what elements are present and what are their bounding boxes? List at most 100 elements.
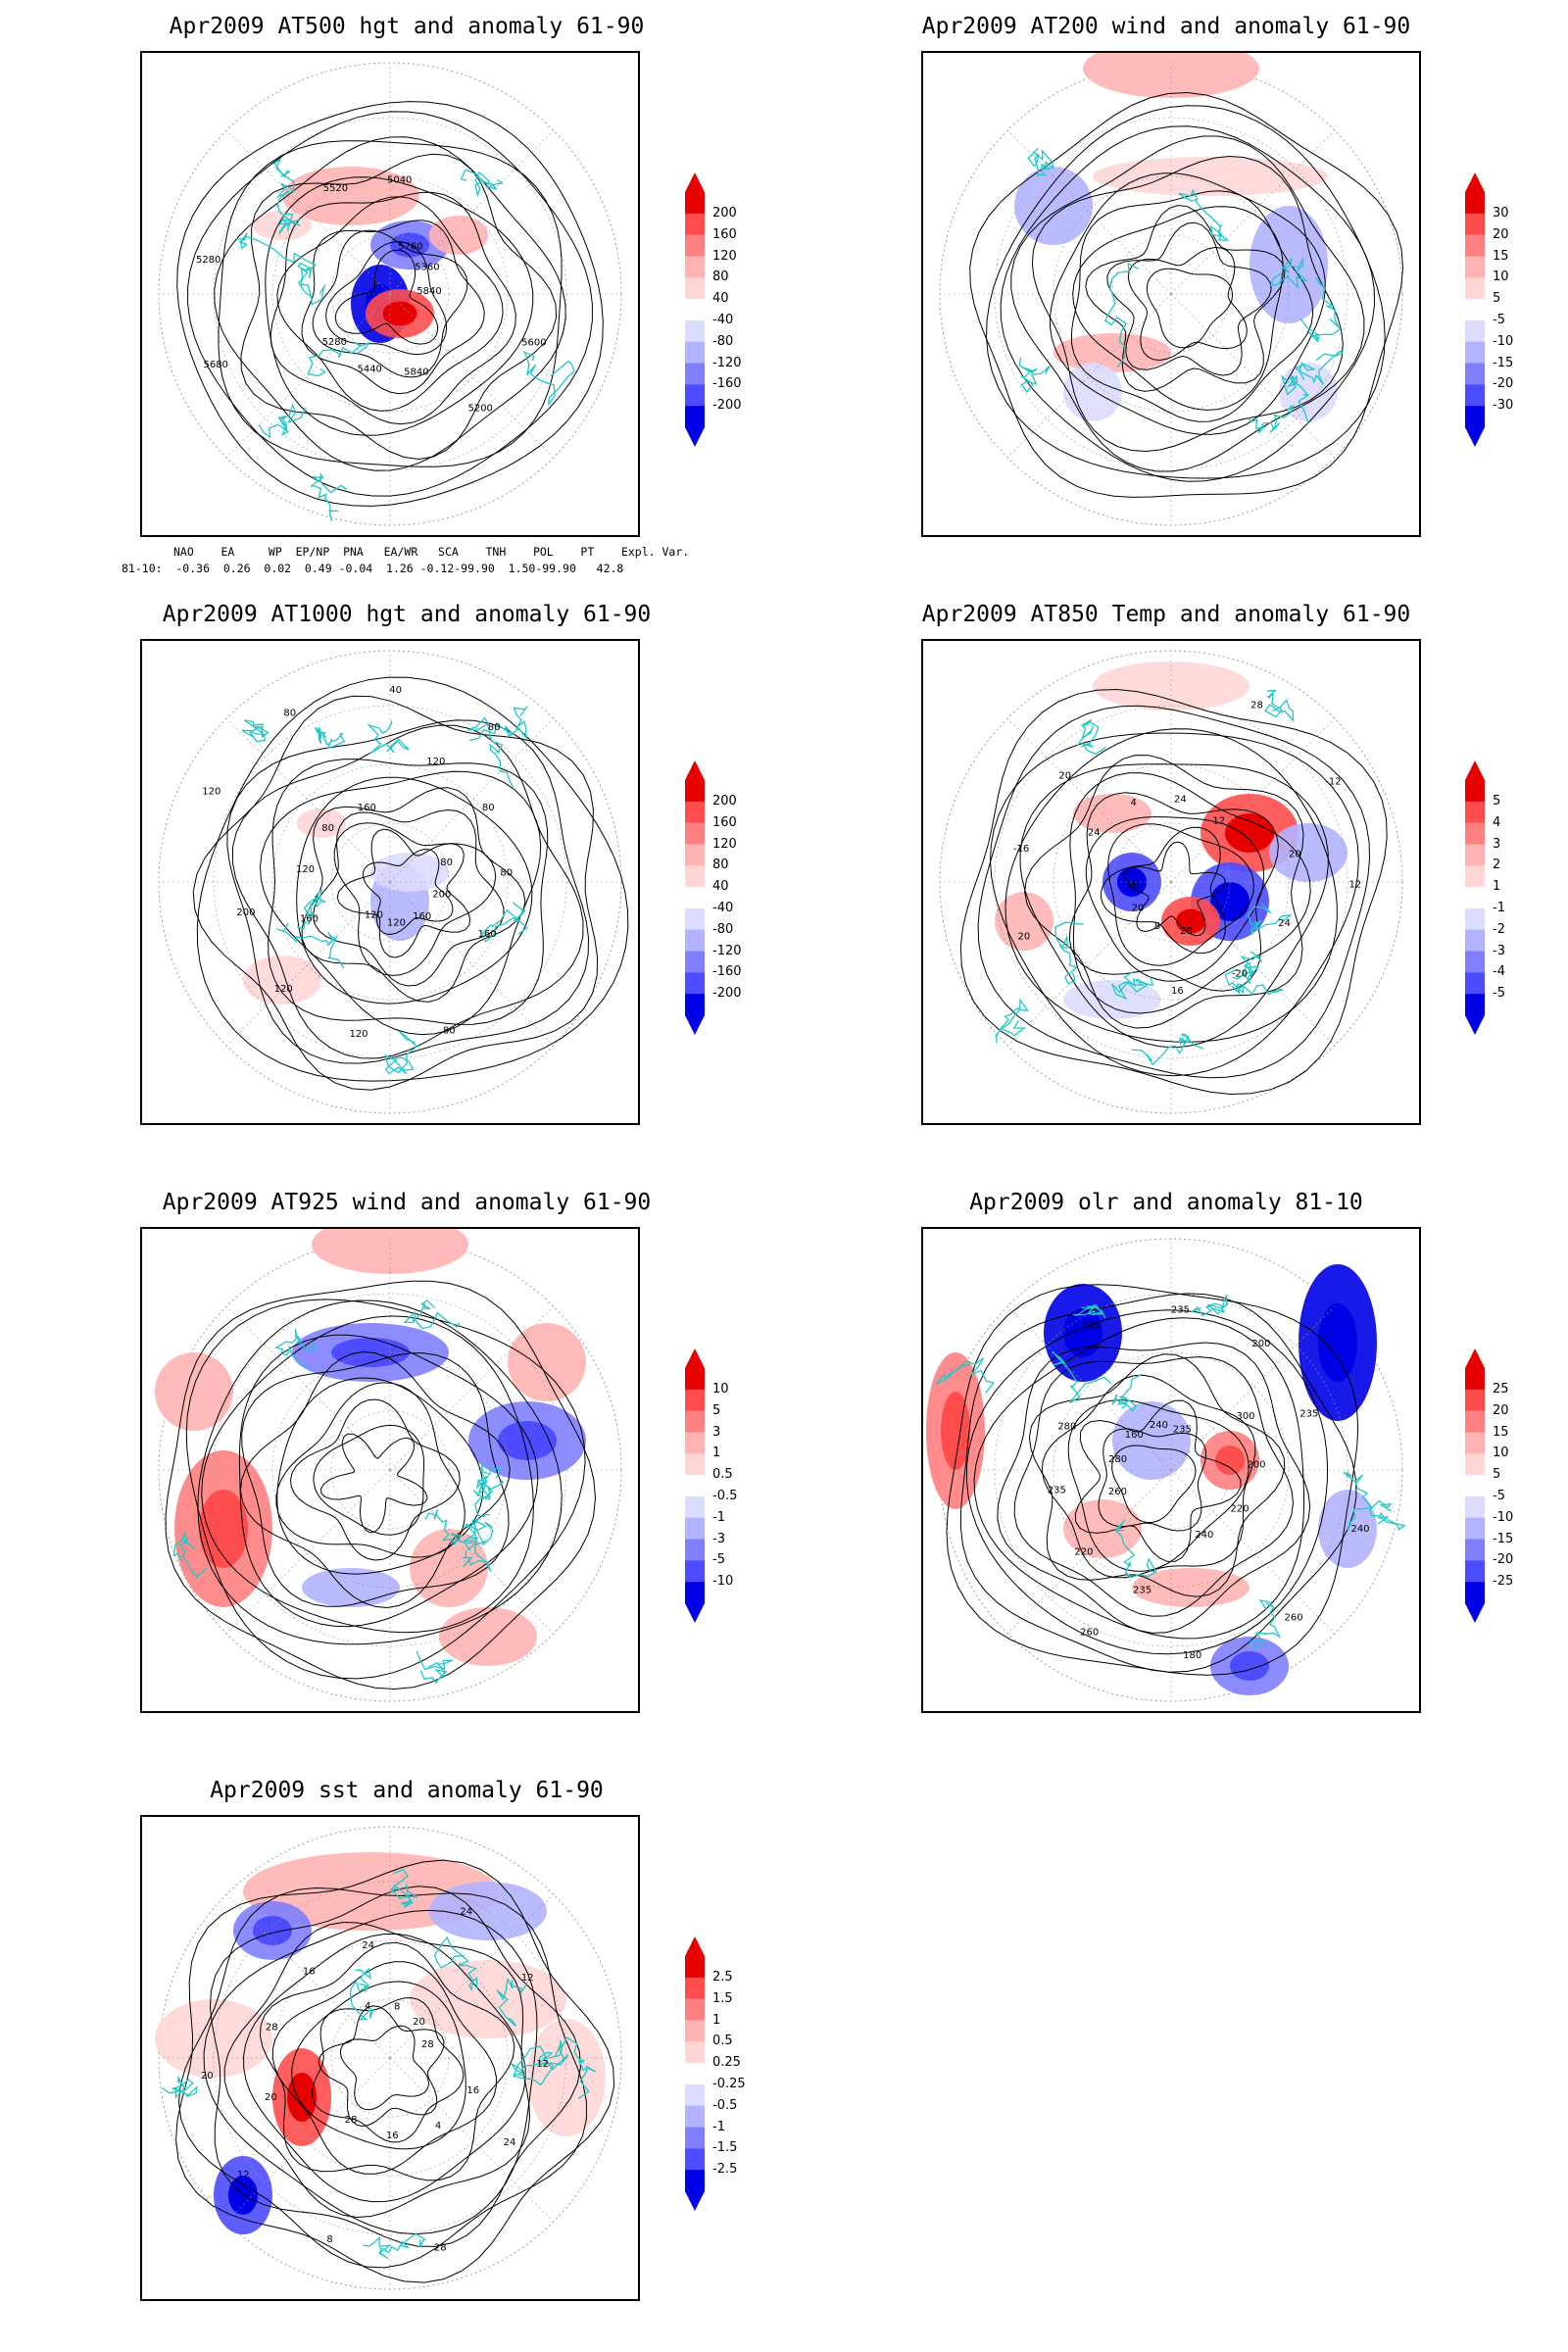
colorbar-label: 160 [712,226,737,242]
contour-label: 160 [300,914,318,925]
coastline [1191,1294,1229,1317]
colorbar-segment [685,1517,705,1540]
colorbar-label: 120 [712,248,737,264]
colorbar-segment [685,319,705,343]
contour-line [312,229,468,378]
colorbar-label: -10 [712,1574,734,1590]
contour-label: 24 [1088,827,1101,838]
colorbar-arrow-top [1465,1348,1485,1368]
colorbar-arrow-bottom [1465,427,1485,447]
contour-line [271,1961,497,2175]
meridian [1170,881,1336,1047]
contour-line [1070,190,1314,422]
contour-label: 235 [1173,1425,1192,1436]
contour-label: 220 [1082,1320,1101,1331]
anomaly-shading-core [253,1916,292,1945]
contour-label: 16 [466,2085,479,2096]
panel-olr: Apr2009 olr and anomaly 81-10 235 240 280 2… [784,1176,1568,1764]
contour-line [238,1334,539,1628]
contour-label: 24 [460,1906,472,1917]
colorbar-segment [685,1432,705,1454]
contour-label: 8 [1154,921,1160,932]
contour-label: 20 [201,2071,214,2082]
colorbar-graphic [685,760,705,1035]
anomaly-shading-core [228,2176,258,2215]
contour-label: 12 [237,2170,250,2180]
meridian [1170,293,1336,459]
anomaly-shading [312,1229,468,1274]
contour-line [959,688,1388,1096]
anomaly-shading [253,211,312,240]
colorbar-graphic [1465,1348,1485,1623]
colorbar-segment [1465,363,1485,385]
anomaly-shading [410,1960,566,2038]
contour-label: 80 [321,823,334,834]
coastline [1018,357,1051,394]
contour-label: 20 [265,2092,277,2103]
contour-line [336,828,471,958]
meridian [389,2057,555,2223]
contour-line [218,140,563,467]
colorbar-segment [1465,1475,1485,1497]
contour-line [334,249,439,345]
anomaly-shading-core [941,1392,970,1470]
colorbar-segment [685,341,705,364]
colorbar-segment [685,994,705,1016]
meridian [1006,1305,1172,1471]
colorbar-segment [685,192,705,215]
contour-line [1041,1374,1256,1579]
map-content: 28 28 24 24 20 20 16 16 12 12 8 4 28 12 8 4 16 20 24 28 [155,1826,622,2290]
colorbar-label: 80 [712,858,729,873]
colorbar-segment [685,2041,705,2064]
map-frame: 28 28 24 24 20 20 16 16 12 12 8 4 28 12 8 4 16 20 24 28 [140,1815,640,2301]
colorbar: 30 20 15 10 5 -5 -10 -15 -20 -30 [1463,172,1551,447]
contour-label: 80 [500,867,513,878]
coastline [1178,188,1230,241]
contour-line [965,1309,1329,1655]
colorbar-arrow-bottom [1465,1603,1485,1623]
contour-label: 28 [266,2023,278,2034]
map-content: 16 12 16 20 12 20 24 -20 -16 -12 8 4 24 20 28 28 24 20 [939,650,1403,1114]
coastline [235,232,318,273]
colorbar-segment [685,1410,705,1433]
colorbar-arrow-top [685,760,705,780]
map-frame [921,51,1421,537]
contour-line [275,1382,466,1558]
coastline [297,889,326,931]
coastline [1343,1471,1373,1531]
coastline [277,205,301,235]
colorbar-label: 25 [1493,1381,1509,1396]
coastline [936,1357,995,1394]
colorbar-label: -120 [712,355,742,370]
colorbar-segment [1465,1560,1485,1583]
colorbar-segment [685,1368,705,1391]
coastline [1250,1599,1282,1649]
contour-label: 200 [1247,1460,1265,1471]
colorbar-segment [1465,406,1485,428]
anomaly-shading [1063,363,1122,421]
colorbar-segment [1465,341,1485,364]
colorbar-label: -2.5 [712,2162,738,2178]
colorbar-segment [685,929,705,952]
coastline [274,1328,317,1372]
colorbar: 5 4 3 2 1 -1 -2 -3 -4 -5 [1463,760,1551,1035]
map-content [939,53,1404,526]
contour-label: 235 [1048,1485,1066,1495]
contour-line [223,1921,531,2219]
anomaly-shading [302,1568,400,1607]
colorbar-segment [1465,277,1485,300]
colorbar-segment [685,2105,705,2128]
contour-label: -12 [1325,777,1341,788]
contour-line [197,1299,563,1645]
colorbar-label: 20 [1493,226,1509,242]
coastline [172,1532,208,1580]
colorbar-segment [685,780,705,803]
panel-title: Apr2009 AT1000 hgt and anomaly 61-90 [162,602,652,627]
contour-line [192,695,599,1091]
index-header: NAO EA WP EP/NP PNA EA/WR SCA TNH POL PT… [173,545,690,559]
colorbar-label: -10 [1493,1509,1514,1525]
colorbar-label: 1 [1493,879,1501,895]
colorbar-segment [685,2020,705,2042]
meridian [389,1305,555,1471]
contour-line [268,759,549,1025]
